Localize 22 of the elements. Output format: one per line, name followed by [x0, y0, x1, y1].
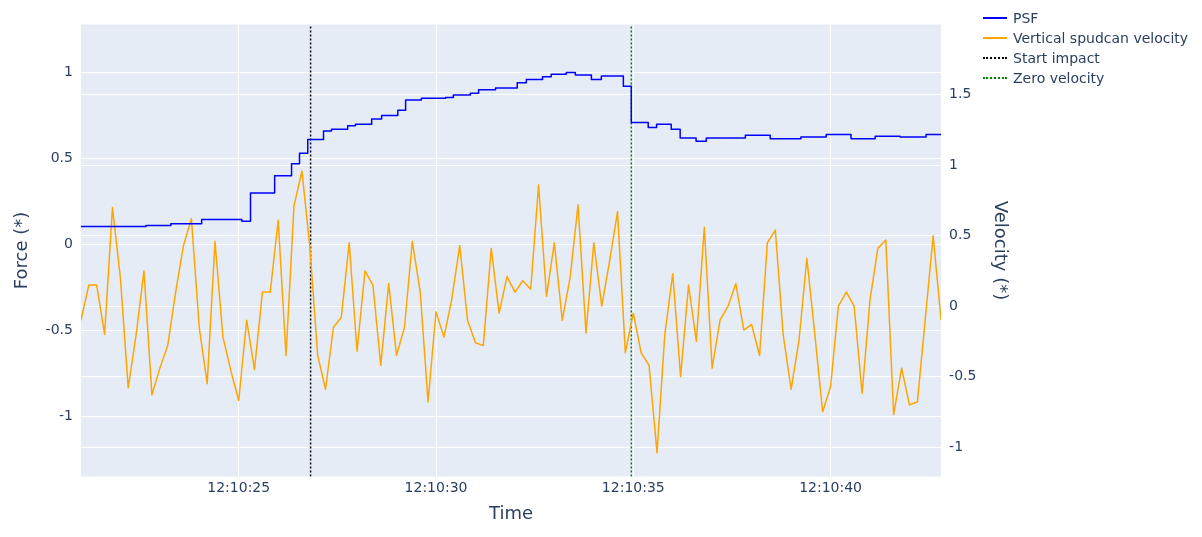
x-tick-label: 12:10:35	[601, 478, 665, 495]
y2-tick-label: 1.5	[949, 85, 972, 102]
y2-tick-label: 0.5	[949, 226, 972, 243]
y-tick-label: -1	[58, 407, 73, 424]
y-tick-label: -0.5	[45, 321, 73, 338]
y2-axis-title: Velocity (*)	[990, 200, 1012, 301]
y2-tick-label: -0.5	[949, 367, 977, 384]
y-tick-label: 1	[63, 63, 73, 80]
legend-label: Vertical spudcan velocity	[1013, 29, 1189, 48]
y2-tick-label: 1	[949, 155, 959, 172]
x-tick-label: 12:10:25	[207, 478, 271, 495]
legend-label: Start impact	[1013, 49, 1100, 68]
x-tick-label: 12:10:30	[404, 478, 468, 495]
y-axis-title: Force (*)	[10, 211, 32, 290]
y-tick-label: 0.5	[50, 149, 73, 166]
x-tick-label: 12:10:40	[799, 478, 863, 495]
y2-tick-label: 0	[949, 296, 959, 313]
legend-label: PSF	[1013, 9, 1039, 28]
legend-label: Zero velocity	[1013, 69, 1105, 88]
x-axis-title: Time	[487, 501, 534, 523]
y-tick-label: 0	[63, 235, 73, 252]
y2-tick-label: -1	[949, 437, 964, 454]
